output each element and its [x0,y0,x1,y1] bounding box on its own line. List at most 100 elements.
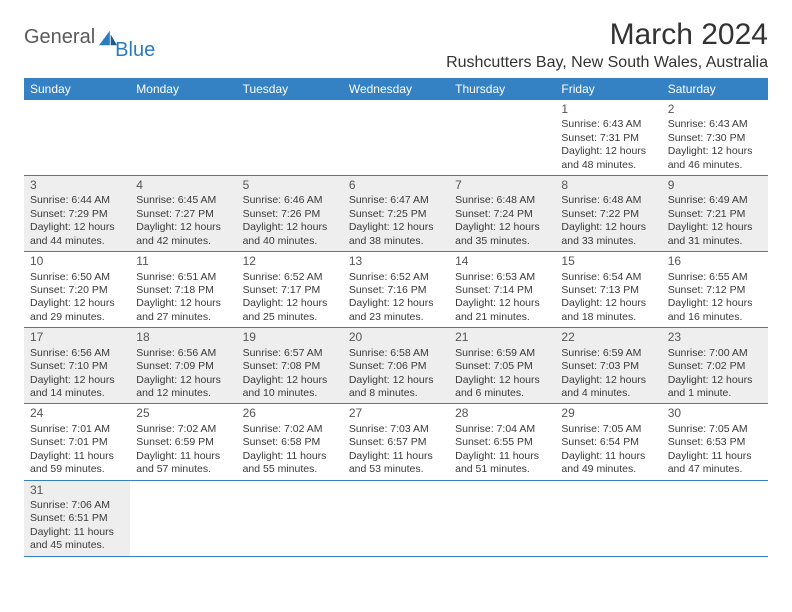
sunrise-line: Sunrise: 7:05 AM [561,423,655,436]
day-number: 10 [30,254,124,269]
day-number: 14 [455,254,549,269]
daylight-line: Daylight: 12 hours and 18 minutes. [561,297,655,324]
weekday-header: Thursday [449,78,555,100]
daylight-line: Daylight: 11 hours and 51 minutes. [455,450,549,477]
sunrise-line: Sunrise: 6:43 AM [668,118,762,131]
calendar-row: 1Sunrise: 6:43 AMSunset: 7:31 PMDaylight… [24,100,768,176]
month-title: March 2024 [446,18,768,52]
calendar-cell: 29Sunrise: 7:05 AMSunset: 6:54 PMDayligh… [555,404,661,480]
day-number: 26 [243,406,337,421]
day-number: 19 [243,330,337,345]
calendar-cell: 3Sunrise: 6:44 AMSunset: 7:29 PMDaylight… [24,176,130,252]
day-number: 17 [30,330,124,345]
sunset-line: Sunset: 7:24 PM [455,208,549,221]
weekday-header: Friday [555,78,661,100]
sunrise-line: Sunrise: 7:06 AM [30,499,124,512]
sunrise-line: Sunrise: 6:56 AM [30,347,124,360]
calendar-cell [130,100,236,176]
daylight-line: Daylight: 12 hours and 38 minutes. [349,221,443,248]
daylight-line: Daylight: 12 hours and 31 minutes. [668,221,762,248]
day-number: 31 [30,483,124,498]
calendar-cell: 5Sunrise: 6:46 AMSunset: 7:26 PMDaylight… [237,176,343,252]
day-number: 16 [668,254,762,269]
daylight-line: Daylight: 12 hours and 44 minutes. [30,221,124,248]
day-number: 23 [668,330,762,345]
daylight-line: Daylight: 12 hours and 16 minutes. [668,297,762,324]
daylight-line: Daylight: 11 hours and 45 minutes. [30,526,124,553]
weekday-header: Monday [130,78,236,100]
calendar-cell: 17Sunrise: 6:56 AMSunset: 7:10 PMDayligh… [24,328,130,404]
sunset-line: Sunset: 7:26 PM [243,208,337,221]
weekday-header: Saturday [662,78,768,100]
sunset-line: Sunset: 7:16 PM [349,284,443,297]
weekday-header: Sunday [24,78,130,100]
calendar-cell: 9Sunrise: 6:49 AMSunset: 7:21 PMDaylight… [662,176,768,252]
sunset-line: Sunset: 7:18 PM [136,284,230,297]
daylight-line: Daylight: 12 hours and 27 minutes. [136,297,230,324]
daylight-line: Daylight: 12 hours and 33 minutes. [561,221,655,248]
day-number: 25 [136,406,230,421]
sunrise-line: Sunrise: 6:55 AM [668,271,762,284]
calendar-cell: 30Sunrise: 7:05 AMSunset: 6:53 PMDayligh… [662,404,768,480]
sunset-line: Sunset: 6:54 PM [561,436,655,449]
calendar-body: 1Sunrise: 6:43 AMSunset: 7:31 PMDaylight… [24,100,768,556]
calendar-cell: 11Sunrise: 6:51 AMSunset: 7:18 PMDayligh… [130,252,236,328]
day-number: 11 [136,254,230,269]
calendar-cell: 25Sunrise: 7:02 AMSunset: 6:59 PMDayligh… [130,404,236,480]
calendar-cell: 18Sunrise: 6:56 AMSunset: 7:09 PMDayligh… [130,328,236,404]
sunset-line: Sunset: 7:10 PM [30,360,124,373]
sunrise-line: Sunrise: 6:52 AM [243,271,337,284]
sunrise-line: Sunrise: 6:47 AM [349,194,443,207]
calendar-cell: 21Sunrise: 6:59 AMSunset: 7:05 PMDayligh… [449,328,555,404]
sunrise-line: Sunrise: 6:48 AM [455,194,549,207]
sunrise-line: Sunrise: 6:52 AM [349,271,443,284]
sunset-line: Sunset: 7:01 PM [30,436,124,449]
daylight-line: Daylight: 11 hours and 59 minutes. [30,450,124,477]
sunset-line: Sunset: 6:58 PM [243,436,337,449]
daylight-line: Daylight: 12 hours and 4 minutes. [561,374,655,401]
day-number: 1 [561,102,655,117]
day-number: 9 [668,178,762,193]
sunrise-line: Sunrise: 6:57 AM [243,347,337,360]
sunrise-line: Sunrise: 6:58 AM [349,347,443,360]
daylight-line: Daylight: 12 hours and 42 minutes. [136,221,230,248]
day-number: 8 [561,178,655,193]
logo-text-blue: Blue [115,39,155,62]
calendar-cell: 2Sunrise: 6:43 AMSunset: 7:30 PMDaylight… [662,100,768,176]
daylight-line: Daylight: 12 hours and 40 minutes. [243,221,337,248]
calendar-cell [449,100,555,176]
sunrise-line: Sunrise: 6:59 AM [455,347,549,360]
sunset-line: Sunset: 6:51 PM [30,512,124,525]
sunset-line: Sunset: 7:08 PM [243,360,337,373]
sunset-line: Sunset: 7:14 PM [455,284,549,297]
sunrise-line: Sunrise: 6:59 AM [561,347,655,360]
sunset-line: Sunset: 6:55 PM [455,436,549,449]
sunset-line: Sunset: 7:17 PM [243,284,337,297]
calendar-cell: 4Sunrise: 6:45 AMSunset: 7:27 PMDaylight… [130,176,236,252]
daylight-line: Daylight: 12 hours and 25 minutes. [243,297,337,324]
calendar-row: 31Sunrise: 7:06 AMSunset: 6:51 PMDayligh… [24,480,768,556]
day-number: 13 [349,254,443,269]
calendar-cell [343,100,449,176]
daylight-line: Daylight: 12 hours and 10 minutes. [243,374,337,401]
sunset-line: Sunset: 6:57 PM [349,436,443,449]
day-number: 27 [349,406,443,421]
calendar-cell: 31Sunrise: 7:06 AMSunset: 6:51 PMDayligh… [24,480,130,556]
day-number: 6 [349,178,443,193]
calendar-cell: 16Sunrise: 6:55 AMSunset: 7:12 PMDayligh… [662,252,768,328]
calendar-cell: 23Sunrise: 7:00 AMSunset: 7:02 PMDayligh… [662,328,768,404]
sunrise-line: Sunrise: 6:43 AM [561,118,655,131]
sunrise-line: Sunrise: 6:53 AM [455,271,549,284]
title-block: March 2024 Rushcutters Bay, New South Wa… [446,18,768,72]
calendar-cell [555,480,661,556]
daylight-line: Daylight: 12 hours and 48 minutes. [561,145,655,172]
calendar-row: 24Sunrise: 7:01 AMSunset: 7:01 PMDayligh… [24,404,768,480]
day-number: 4 [136,178,230,193]
sunset-line: Sunset: 6:59 PM [136,436,230,449]
calendar-cell [237,100,343,176]
sunrise-line: Sunrise: 6:45 AM [136,194,230,207]
sunrise-line: Sunrise: 6:54 AM [561,271,655,284]
calendar-cell: 14Sunrise: 6:53 AMSunset: 7:14 PMDayligh… [449,252,555,328]
calendar-table: SundayMondayTuesdayWednesdayThursdayFrid… [24,78,768,557]
calendar-cell [237,480,343,556]
